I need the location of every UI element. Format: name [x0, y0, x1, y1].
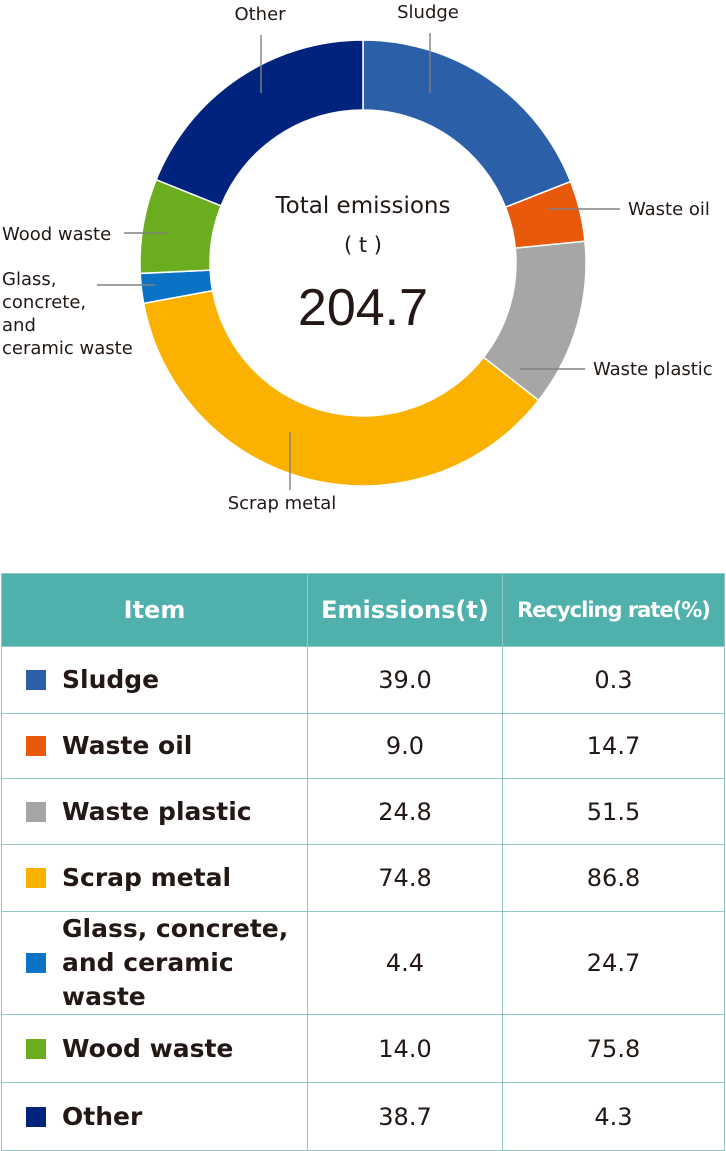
- donut-chart: Sludge Waste oil Waste plastic Scrap metal G…: [2, 2, 713, 514]
- color-swatch: [26, 1106, 46, 1127]
- slice-other: [155, 39, 364, 207]
- center-title: Total emissions: [275, 193, 451, 219]
- slice-labels: Sludge Waste oil Waste plastic Scrap metal G…: [2, 2, 713, 514]
- color-swatch: [26, 736, 46, 756]
- header-recycling-rate: Recycling rate(%): [502, 573, 725, 647]
- item-label: Waste oil: [62, 731, 193, 760]
- item-label: Other: [62, 1101, 143, 1131]
- item-label: Sludge: [62, 665, 160, 694]
- table-row: Waste plastic 24.8 51.5: [1, 778, 725, 845]
- slice-scrap-metal: [142, 289, 540, 487]
- center-total: 204.7: [298, 279, 428, 337]
- color-swatch: [26, 670, 46, 690]
- emissions-table: Item Emissions(t) Recycling rate(%) Slud…: [1, 573, 725, 1151]
- table-header-row: Item Emissions(t) Recycling rate(%): [1, 573, 725, 647]
- emissions-cell: 14.0: [307, 1014, 503, 1083]
- emissions-cell: 38.7: [307, 1082, 503, 1151]
- item-label: Waste plastic: [62, 796, 252, 826]
- recycling-rate-cell: 14.7: [502, 713, 725, 779]
- header-item: Item: [1, 573, 308, 647]
- item-cell: Waste plastic: [1, 778, 308, 845]
- slice-label-scrap-metal: Scrap metal: [228, 493, 337, 514]
- table-row: Waste oil 9.0 14.7: [1, 713, 725, 779]
- item-label: Glass, concrete, and ceramic waste: [62, 914, 289, 1011]
- item-cell: Waste oil: [1, 713, 308, 779]
- color-swatch: [26, 1038, 46, 1059]
- leader-lines: [97, 33, 620, 490]
- recycling-rate-cell: 4.3: [502, 1082, 725, 1151]
- item-cell: Glass, concrete, and ceramic waste: [1, 911, 308, 1015]
- item-cell: Sludge: [1, 646, 308, 714]
- emissions-cell: 74.8: [307, 844, 503, 912]
- table-row: Scrap metal 74.8 86.8: [1, 844, 725, 912]
- slice-label-glass: Glass, concrete, and ceramic waste: [2, 269, 133, 359]
- recycling-rate-cell: 0.3: [502, 646, 725, 714]
- slice-label-sludge: Sludge: [397, 2, 459, 23]
- emissions-cell: 39.0: [307, 646, 503, 714]
- color-swatch: [26, 953, 46, 973]
- table-row: Wood waste 14.0 75.8: [1, 1014, 725, 1083]
- slice-label-waste-plastic: Waste plastic: [593, 359, 713, 380]
- slice-label-wood-waste: Wood waste: [2, 224, 111, 245]
- recycling-rate-cell: 75.8: [502, 1014, 725, 1083]
- slice-label-waste-oil: Waste oil: [628, 199, 710, 220]
- item-label: Wood waste: [62, 1033, 234, 1063]
- header-emissions: Emissions(t): [307, 573, 503, 647]
- color-swatch: [26, 868, 46, 888]
- recycling-rate-cell: 24.7: [502, 911, 725, 1015]
- donut-slices: [139, 39, 587, 487]
- slice-label-other: Other: [234, 4, 286, 25]
- item-cell: Wood waste: [1, 1014, 308, 1083]
- center-unit: ( t ): [344, 233, 382, 257]
- table-body: Sludge 39.0 0.3 Waste oil 9.0 14.7 Waste plast…: [1, 646, 725, 1151]
- item-label: Scrap metal: [62, 863, 232, 892]
- item-cell: Other: [1, 1082, 308, 1151]
- item-cell: Scrap metal: [1, 844, 308, 912]
- emissions-cell: 24.8: [307, 778, 503, 845]
- table-row: Glass, concrete, and ceramic waste 4.4 24.7: [1, 911, 725, 1015]
- recycling-rate-cell: 86.8: [502, 844, 725, 912]
- color-swatch: [26, 801, 46, 822]
- table-row: Other 38.7 4.3: [1, 1082, 725, 1151]
- emissions-cell: 4.4: [307, 911, 503, 1015]
- recycling-rate-cell: 51.5: [502, 778, 725, 845]
- slice-sludge: [362, 39, 572, 209]
- table-row: Sludge 39.0 0.3: [1, 646, 725, 714]
- emissions-cell: 9.0: [307, 713, 503, 779]
